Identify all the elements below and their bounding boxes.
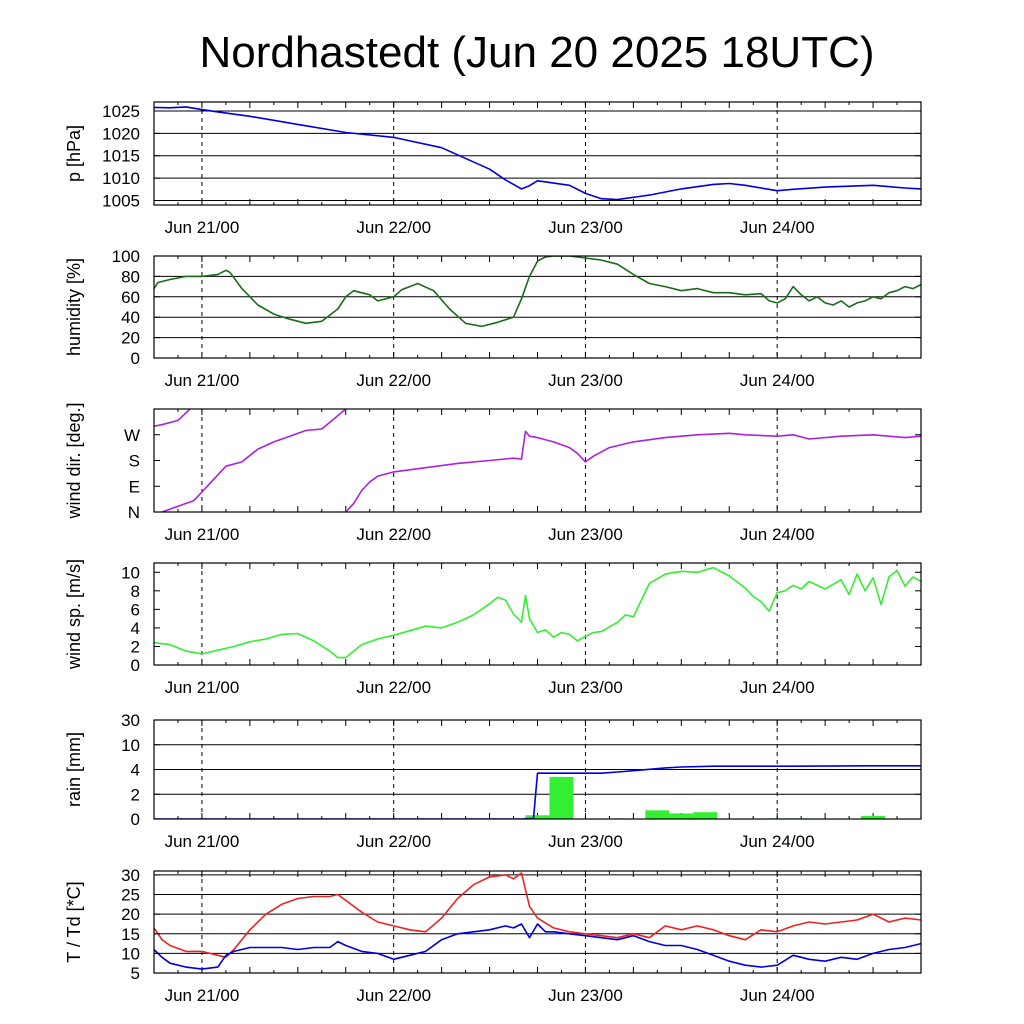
- plot-area-rain: [154, 765, 921, 819]
- y-tick-label: 10: [121, 944, 140, 963]
- x-tick-label: Jun 24/00: [740, 371, 815, 390]
- y-tick-label: 30: [121, 711, 140, 730]
- series-line-humidity-0: [154, 256, 921, 328]
- y-tick-label: E: [129, 477, 140, 496]
- x-tick-label: Jun 23/00: [548, 371, 623, 390]
- plot-area-temperature: [154, 872, 921, 970]
- series-line-pressure-0: [154, 106, 921, 201]
- x-tick-label: Jun 22/00: [356, 371, 431, 390]
- x-tick-label: Jun 24/00: [740, 218, 815, 237]
- y-axis-label: rain [mm]: [64, 732, 84, 807]
- rain-bar: [861, 815, 886, 819]
- rain-bar: [525, 815, 550, 819]
- x-tick-label: Jun 24/00: [740, 832, 815, 851]
- series-line-temperature-1: [154, 923, 921, 970]
- series-line-wind_speed-0: [154, 566, 921, 659]
- panel-frame: [153, 101, 922, 206]
- panel-frame: [153, 408, 922, 513]
- y-tick-label: 0: [131, 656, 140, 675]
- plot-area-humidity: [154, 256, 921, 328]
- y-tick-label: 4: [131, 761, 140, 780]
- x-tick-label: Jun 23/00: [548, 678, 623, 697]
- y-tick-label: 10: [121, 736, 140, 755]
- rain-bar: [645, 810, 670, 819]
- x-tick-label: Jun 22/00: [356, 218, 431, 237]
- panel-rain: Jun 21/00 Jun 22/00 Jun 23/00 Jun 24/00 0 2 4 1…: [64, 711, 922, 851]
- rain-bar: [669, 813, 694, 819]
- panels: Jun 21/00 Jun 22/00 Jun 23/00 Jun 24/001005…: [64, 101, 922, 1005]
- y-tick-label: 4: [131, 619, 140, 638]
- x-tick-label: Jun 23/00: [548, 525, 623, 544]
- x-tick-label: Jun 21/00: [165, 986, 240, 1005]
- panel-humidity: Jun 21/00 Jun 22/00 Jun 23/00 Jun 24/00 020 4…: [64, 247, 922, 390]
- panel-frame: [153, 562, 922, 666]
- x-tick-label: Jun 21/00: [165, 371, 240, 390]
- rain-bar: [549, 776, 574, 819]
- x-tick-label: Jun 22/00: [356, 525, 431, 544]
- y-tick-label: 80: [121, 267, 140, 286]
- y-tick-label: 100: [112, 247, 140, 266]
- x-tick-label: Jun 23/00: [548, 986, 623, 1005]
- x-tick-label: Jun 23/00: [548, 218, 623, 237]
- rain-bar: [693, 812, 718, 819]
- y-axis-label: humidity [%]: [64, 258, 84, 356]
- x-tick-label: Jun 22/00: [356, 986, 431, 1005]
- y-tick-label: N: [128, 503, 140, 522]
- y-tick-label: 8: [131, 582, 140, 601]
- y-tick-label: 2: [131, 637, 140, 656]
- series-line-wind_direction-1: [161, 409, 347, 512]
- y-tick-label: 60: [121, 288, 140, 307]
- x-tick-label: Jun 24/00: [740, 986, 815, 1005]
- panel-pressure: Jun 21/00 Jun 22/00 Jun 23/00 Jun 24/00 1005…: [64, 101, 922, 237]
- y-tick-label: 5: [131, 964, 140, 983]
- panel-frame: [153, 870, 922, 974]
- x-tick-label: Jun 24/00: [740, 525, 815, 544]
- chart-title: Nordhastedt (Jun 20 2025 18UTC): [199, 28, 874, 77]
- y-tick-label: 15: [121, 925, 140, 944]
- panel-wind_speed: Jun 21/00 Jun 22/00 Jun 23/00 Jun 24/00 0246…: [64, 559, 922, 697]
- panel-wind_direction: Jun 21/00 Jun 22/00 Jun 23/00 Jun 24/00 NESW…: [64, 402, 922, 544]
- series-line-temperature-0: [154, 872, 921, 959]
- x-tick-label: Jun 23/00: [548, 832, 623, 851]
- plot-area-wind_speed: [154, 566, 921, 659]
- y-tick-label: 1015: [102, 147, 140, 166]
- y-tick-label: W: [124, 426, 140, 445]
- y-tick-label: 1010: [102, 169, 140, 188]
- series-line-wind_direction-0: [154, 409, 191, 427]
- y-tick-label: S: [129, 452, 140, 471]
- y-tick-label: 20: [121, 905, 140, 924]
- panel-frame: [153, 255, 922, 359]
- x-tick-label: Jun 21/00: [165, 525, 240, 544]
- y-tick-label: 25: [121, 886, 140, 905]
- series-line-wind_direction-2: [345, 430, 921, 512]
- y-tick-label: 30: [121, 866, 140, 885]
- x-tick-label: Jun 21/00: [165, 678, 240, 697]
- y-axis-label: wind dir. [deg.]: [64, 402, 84, 519]
- y-tick-label: 40: [121, 308, 140, 327]
- y-tick-label: 1020: [102, 124, 140, 143]
- y-tick-label: 1025: [102, 102, 140, 121]
- y-axis-label: wind sp. [m/s]: [64, 559, 84, 670]
- y-tick-label: 1005: [102, 192, 140, 211]
- x-tick-label: Jun 24/00: [740, 678, 815, 697]
- x-tick-label: Jun 22/00: [356, 832, 431, 851]
- y-axis-label: T / Td [*C]: [64, 881, 84, 962]
- y-tick-label: 6: [131, 600, 140, 619]
- y-tick-label: 0: [131, 810, 140, 829]
- y-tick-label: 0: [131, 349, 140, 368]
- plot-area-wind_direction: [154, 409, 921, 512]
- x-tick-label: Jun 22/00: [356, 678, 431, 697]
- plot-area-pressure: [154, 106, 921, 201]
- y-axis-label: p [hPa]: [64, 125, 84, 182]
- y-tick-label: 10: [121, 563, 140, 582]
- x-tick-label: Jun 21/00: [165, 218, 240, 237]
- x-tick-label: Jun 21/00: [165, 832, 240, 851]
- y-tick-label: 20: [121, 329, 140, 348]
- panel-frame: [153, 719, 922, 820]
- panel-temperature: Jun 21/00 Jun 22/00 Jun 23/00 Jun 24/00 5101…: [64, 866, 922, 1005]
- y-tick-label: 2: [131, 785, 140, 804]
- series-line-rain-0: [154, 765, 921, 819]
